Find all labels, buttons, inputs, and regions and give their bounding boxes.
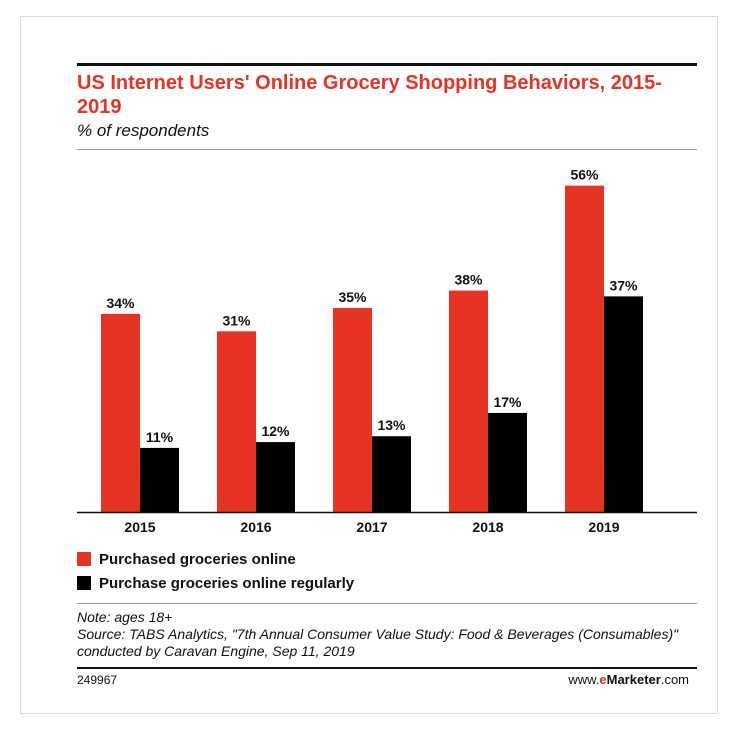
chart-title: US Internet Users' Online Grocery Shoppi…: [77, 72, 662, 118]
bar-regularly-2016: [256, 442, 295, 512]
x-tick-label-2016: 2016: [240, 519, 271, 535]
bar-purchased-2015: [101, 313, 140, 512]
bar-regularly-2018: [488, 412, 527, 512]
bar-purchased-2016: [217, 331, 256, 512]
x-tick-label-2019: 2019: [588, 519, 619, 535]
brand-logo: www.eMarketer.com: [568, 672, 689, 687]
bar-regularly-2015: [140, 447, 179, 512]
data-label-purchased-2015: 34%: [106, 295, 135, 311]
bar-regularly-2017: [372, 436, 411, 512]
bar-purchased-2019: [565, 185, 604, 513]
source-text: Source: TABS Analytics, "7th Annual Cons…: [77, 626, 679, 659]
legend: Purchased groceries online Purchase groc…: [77, 547, 354, 595]
x-tick-label-2018: 2018: [472, 519, 503, 535]
legend-swatch-red: [77, 552, 91, 566]
legend-swatch-black: [77, 576, 91, 590]
bar-regularly-2019: [604, 296, 643, 512]
data-label-regularly-2019: 37%: [609, 277, 638, 293]
brand-prefix: www.: [568, 672, 600, 687]
legend-item-regularly: Purchase groceries online regularly: [77, 571, 354, 595]
legend-item-purchased: Purchased groceries online: [77, 547, 354, 571]
data-label-purchased-2019: 56%: [570, 167, 599, 183]
note-text: Note: ages 18+: [77, 609, 173, 625]
subtitle-divider: [77, 149, 697, 150]
notes-divider: [77, 603, 697, 604]
x-tick-label-2017: 2017: [356, 519, 387, 535]
data-label-purchased-2017: 35%: [338, 289, 367, 305]
legend-label-regularly: Purchase groceries online regularly: [99, 574, 355, 592]
chart-subtitle: % of respondents: [77, 121, 210, 140]
data-label-regularly-2015: 11%: [146, 429, 174, 445]
data-label-purchased-2016: 31%: [222, 312, 251, 328]
legend-label-purchased: Purchased groceries online: [99, 550, 296, 568]
data-label-regularly-2018: 17%: [493, 394, 522, 410]
bar-purchased-2018: [449, 290, 488, 512]
footer-divider: [77, 667, 697, 669]
bar-chart-plot: 34% 11% 2015 31% 12% 2016 35% 13% 2017 38% 17% 2018…: [77, 167, 697, 535]
data-label-purchased-2018: 38%: [454, 272, 483, 288]
brand-suffix: .com: [660, 672, 689, 687]
chart-id: 249967: [77, 673, 118, 687]
brand-name-rest: Marketer: [606, 672, 661, 687]
chart-card: US Internet Users' Online Grocery Shoppi…: [20, 16, 718, 714]
bar-purchased-2017: [333, 308, 372, 512]
notes-block: Note: ages 18+ Source: TABS Analytics, "…: [77, 609, 697, 660]
x-tick-label-2015: 2015: [124, 519, 155, 535]
data-label-regularly-2016: 12%: [261, 423, 290, 439]
data-label-regularly-2017: 13%: [377, 417, 406, 433]
top-rule: [77, 63, 697, 66]
brand-name-e: e: [599, 672, 607, 687]
